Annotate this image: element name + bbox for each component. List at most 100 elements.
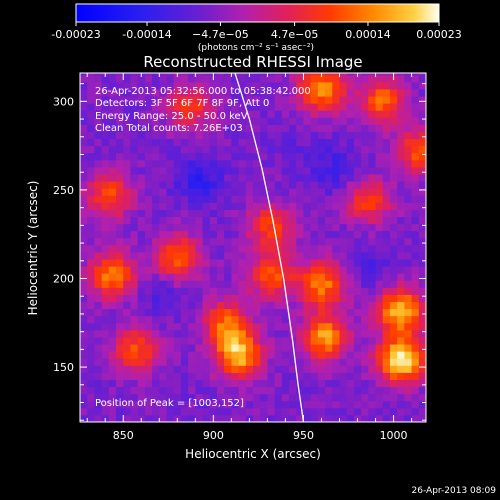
heatmap-cell [173,202,182,210]
heatmap-cell [166,131,175,140]
heatmap-cell [325,103,333,111]
heatmap-cell [325,287,333,295]
heatmap-cell [411,414,420,422]
heatmap-cell [94,251,103,260]
heatmap-cell [296,110,304,118]
heatmap-cell [368,195,377,203]
heatmap-cell [267,202,276,210]
heatmap-cell [339,294,348,303]
heatmap-cell [180,195,189,203]
heatmap-cell [296,88,304,97]
heatmap-cell [166,188,175,196]
heatmap-cell [202,273,211,281]
heatmap-cell [353,386,362,395]
heatmap-cell [195,96,204,104]
heatmap-cell [325,73,333,76]
heatmap-cell [267,294,276,303]
heatmap-cell [180,386,189,395]
heatmap-cell [332,216,340,225]
heatmap-cell [173,308,182,317]
heatmap-cell [152,329,160,338]
heatmap-cell [159,414,167,422]
heatmap-cell [368,216,377,225]
heatmap-cell [224,195,232,203]
colorbar-tick-label: -0.00014 [122,28,171,41]
heatmap-cell [260,266,268,274]
heatmap-cell [152,365,160,373]
heatmap-cell [260,110,268,118]
heatmap-cell [260,131,268,140]
heatmap-cell [180,124,189,132]
heatmap-cell [209,294,218,303]
heatmap-cell [368,202,377,210]
heatmap-cell [274,315,283,324]
heatmap-cell [137,294,146,303]
heatmap-cell [152,414,160,422]
heatmap-cell [180,315,189,324]
heatmap-cell [317,103,326,111]
heatmap-cell [238,81,247,90]
heatmap-cell [260,372,268,380]
heatmap-cell [296,159,304,168]
heatmap-cell [101,138,110,147]
heatmap-cell [274,393,283,402]
heatmap-cell [411,103,420,111]
heatmap-cell [418,393,426,402]
heatmap-cell [159,166,167,175]
heatmap-cell [224,237,232,246]
heatmap-cell [310,287,319,295]
heatmap-cell [245,386,254,395]
heatmap-cell [332,400,340,409]
heatmap-cell [375,351,384,359]
heatmap-cell [231,74,240,83]
heatmap-cell [130,407,139,416]
heatmap-cell [159,400,167,409]
heatmap-cell [202,173,211,182]
heatmap-cell [137,152,146,161]
heatmap-cell [144,166,153,175]
heatmap-cell [281,322,290,331]
heatmap-cell [397,152,405,161]
heatmap-cell [389,400,398,409]
heatmap-cell [361,358,369,366]
heatmap-cell [116,400,124,409]
heatmap-cell [260,81,268,90]
heatmap-cell [116,386,124,395]
heatmap-cell [87,251,95,260]
heatmap-cell [188,124,196,132]
heatmap-cell [267,88,276,97]
heatmap-cell [123,386,131,395]
heatmap-cell [144,407,153,416]
heatmap-cell [404,103,413,111]
heatmap-cell [137,407,146,416]
heatmap-cell [389,88,398,97]
heatmap-cell [159,237,167,246]
heatmap-cell [418,315,426,324]
heatmap-cell [339,173,348,182]
heatmap-cell [180,259,189,267]
heatmap-cell [173,131,182,140]
heatmap-cell [94,74,103,83]
heatmap-cell [346,230,355,239]
heatmap-cell [180,173,189,182]
heatmap-cell [353,294,362,303]
heatmap-cell [368,81,377,90]
heatmap-cell [418,181,426,189]
heatmap-cell [195,308,204,317]
heatmap-cell [144,131,153,140]
heatmap-cell [281,166,290,175]
heatmap-cell [325,294,333,303]
heatmap-cell [144,322,153,331]
heatmap-cell [310,393,319,402]
heatmap-cell [260,159,268,168]
heatmap-cell [94,329,103,338]
heatmap-cell [108,315,117,324]
heatmap-cell [224,166,232,175]
heatmap-cell [101,308,110,317]
heatmap-cell [216,117,225,125]
heatmap-cell [267,365,276,373]
heatmap-cell [281,131,290,140]
heatmap-cell [332,195,340,203]
heatmap-cell [375,301,384,310]
heatmap-cell [188,329,196,338]
